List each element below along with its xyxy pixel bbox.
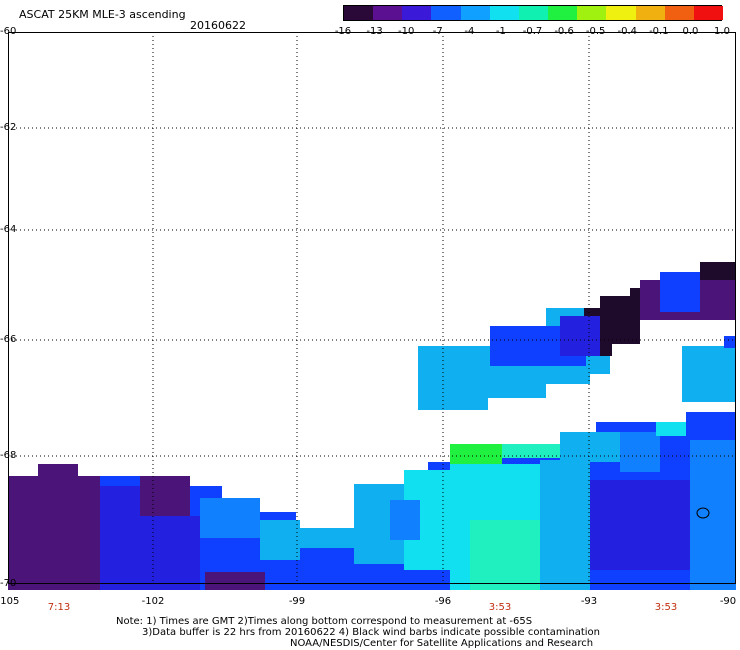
wind-cell <box>200 498 260 538</box>
wind-cell <box>300 528 354 548</box>
longitude-label: -96 <box>434 596 452 607</box>
color-scale-tick: -13 <box>366 26 383 37</box>
time-label-2: 3:53 <box>488 602 512 613</box>
color-scale-segment <box>548 6 578 20</box>
color-scale-tick: 1.0 <box>714 26 730 37</box>
color-scale-tick: -0.6 <box>554 26 574 37</box>
color-scale-tick: -0.4 <box>617 26 638 37</box>
latitude-label: -60 <box>0 26 17 37</box>
wind-cell <box>660 272 700 312</box>
longitude-label: -105 <box>0 596 20 607</box>
map-title: ASCAT 25KM MLE-3 ascending <box>19 8 186 21</box>
color-scale-segment <box>635 6 666 20</box>
color-scale-bar <box>343 5 724 21</box>
wind-cell <box>470 520 550 590</box>
color-scale-tick: -0.7 <box>522 26 543 37</box>
color-scale-tick: -0.1 <box>649 26 669 37</box>
note-line-3: NOAA/NESDIS/Center for Satellite Applica… <box>290 638 594 649</box>
color-scale-tick: -1 <box>495 26 506 37</box>
wind-cell <box>560 316 600 356</box>
wind-cell <box>590 480 690 570</box>
wind-cell <box>450 444 502 464</box>
wind-cell <box>560 432 620 462</box>
color-scale-segment <box>664 6 695 20</box>
color-scale-tick: -4 <box>464 26 475 37</box>
color-scale-tick: -7 <box>432 26 443 37</box>
wind-swath-purple-west <box>8 464 100 590</box>
latitude-label: -68 <box>0 450 17 461</box>
latitude-label: -66 <box>0 334 17 345</box>
color-scale-tick: -0.5 <box>585 26 606 37</box>
wind-cell <box>502 444 560 458</box>
wind-cell <box>260 520 300 560</box>
latitude-label: -62 <box>0 122 17 133</box>
map-frame <box>8 32 736 584</box>
color-scale-segment <box>489 6 520 20</box>
note-line-2: 3)Data buffer is 22 hrs from 20160622 4)… <box>142 627 600 638</box>
wind-cell <box>205 572 265 590</box>
color-scale-segment <box>693 6 724 20</box>
wind-cell <box>100 486 140 590</box>
color-scale-tick: -10 <box>397 26 415 37</box>
color-scale-segment <box>373 6 403 20</box>
wind-cell <box>724 336 736 348</box>
contamination-marker <box>696 507 710 519</box>
color-scale-segment <box>344 6 374 20</box>
note-line-1: Note: 1) Times are GMT 2)Times along bot… <box>116 616 533 627</box>
wind-cell <box>140 476 190 516</box>
wind-cell <box>540 460 590 590</box>
latitude-label: -64 <box>0 224 17 235</box>
latitude-label: -70 <box>0 578 17 589</box>
longitude-label: -90 <box>719 596 737 607</box>
color-scale-segment <box>460 6 491 20</box>
map-date: 20160622 <box>190 19 246 32</box>
time-label-3: 3:53 <box>654 602 678 613</box>
wind-cell <box>682 346 736 402</box>
color-scale-segment <box>606 6 637 20</box>
color-scale-tick: -16 <box>334 26 352 37</box>
wind-cell <box>140 516 200 590</box>
wind-cell <box>656 422 686 436</box>
longitude-label: -102 <box>141 596 165 607</box>
longitude-label: -99 <box>288 596 306 607</box>
color-scale-segment <box>518 6 549 20</box>
wind-cell <box>620 432 660 472</box>
wind-cell <box>690 440 736 590</box>
time-label-1: 7:13 <box>47 602 71 613</box>
longitude-label: -93 <box>580 596 598 607</box>
color-scale-segment <box>577 6 607 20</box>
color-scale-segment <box>431 6 462 20</box>
color-scale-segment <box>402 6 432 20</box>
wind-cell <box>390 500 420 540</box>
color-scale-tick: 0.0 <box>682 26 699 37</box>
